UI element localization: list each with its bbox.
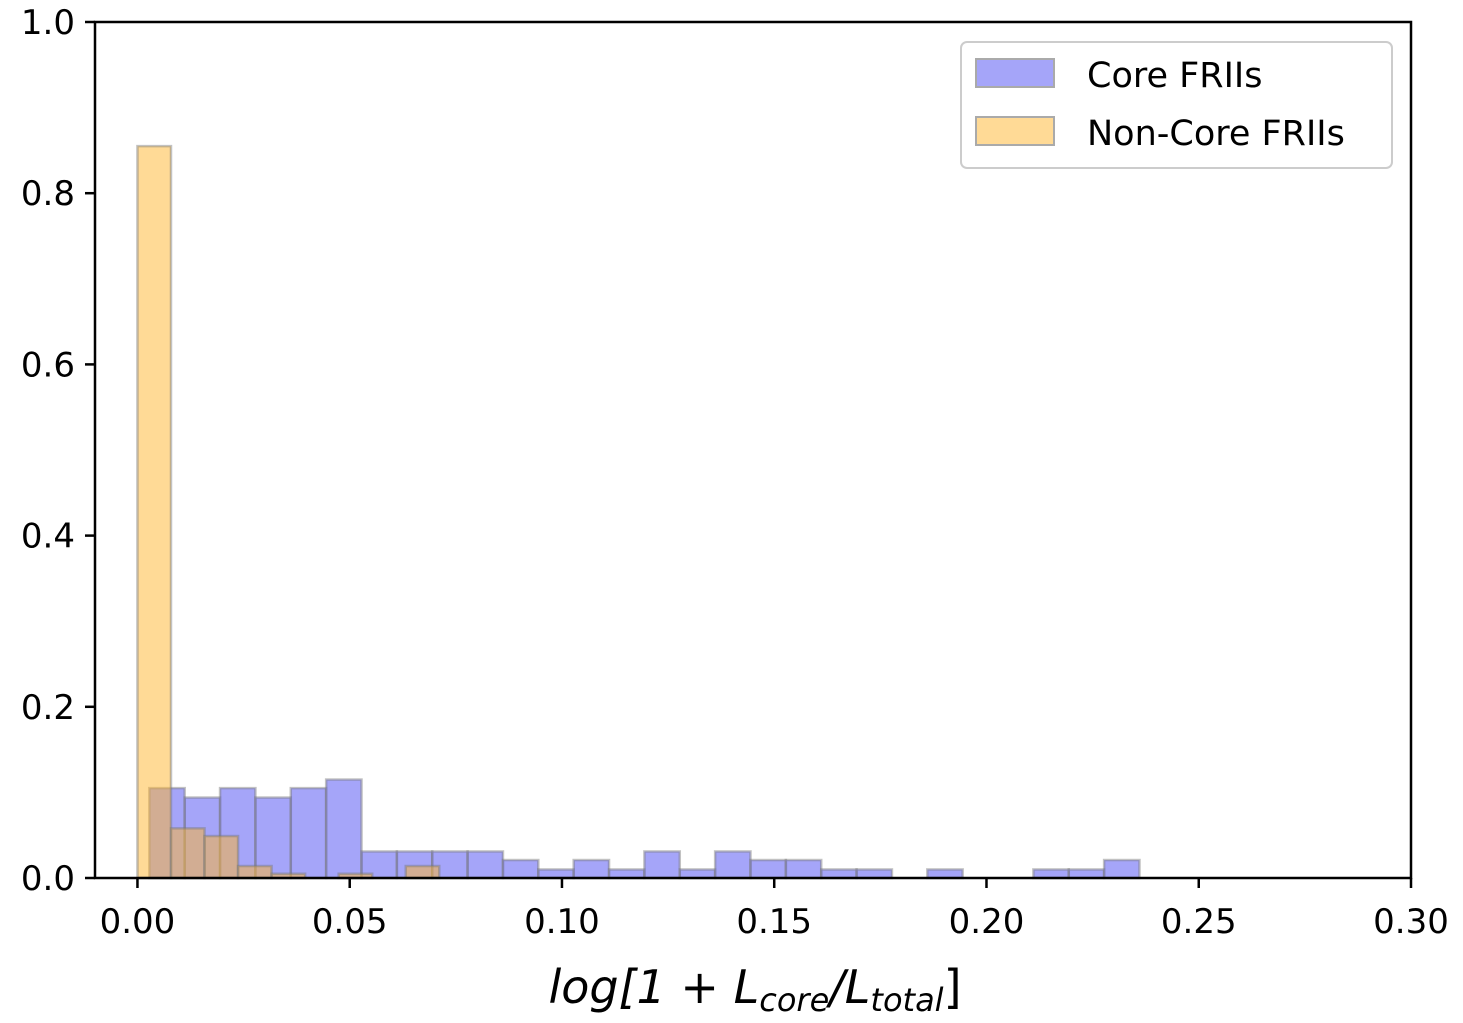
legend: Core FRIIs Non-Core FRIIs bbox=[960, 41, 1393, 169]
histogram-bar bbox=[1102, 858, 1141, 880]
y-tick-label: 0.6 bbox=[21, 345, 75, 385]
legend-swatch-core bbox=[975, 58, 1055, 88]
histogram-bar bbox=[136, 144, 173, 880]
histogram-bar bbox=[466, 850, 505, 880]
x-tick-label: 0.05 bbox=[312, 902, 388, 942]
histogram-bar bbox=[404, 864, 441, 880]
histogram-bar bbox=[784, 858, 823, 880]
histogram-bar bbox=[572, 858, 611, 880]
x-tick-label: 0.10 bbox=[524, 902, 600, 942]
histogram-bar bbox=[749, 858, 788, 880]
histogram-bar bbox=[537, 868, 575, 880]
histogram-bar bbox=[678, 868, 717, 880]
y-tick-label: 0.4 bbox=[21, 517, 75, 557]
legend-swatch-non-core bbox=[975, 116, 1055, 146]
histogram-bar bbox=[926, 868, 964, 880]
histogram-bar bbox=[855, 868, 894, 880]
histogram-bar bbox=[1067, 868, 1106, 880]
histogram-bar bbox=[713, 850, 752, 880]
legend-label-core: Core FRIIs bbox=[1087, 56, 1262, 96]
non-core-friis-bars bbox=[136, 144, 441, 880]
histogram-bar bbox=[501, 858, 540, 880]
histogram-bar bbox=[1032, 868, 1071, 880]
y-tick-label: 0.8 bbox=[21, 174, 75, 214]
x-tick-label: 0.25 bbox=[1161, 902, 1237, 942]
y-axis-ticks: 0.0 0.2 0.4 0.6 0.8 1.0 bbox=[21, 3, 95, 899]
histogram-bar bbox=[607, 868, 646, 880]
histogram-bar bbox=[324, 778, 363, 880]
histogram-bar bbox=[169, 827, 206, 880]
x-axis-label: log[1 + Lcore/Ltotal] bbox=[548, 960, 961, 1019]
histogram-bar bbox=[289, 786, 328, 880]
histogram-bar bbox=[203, 834, 240, 880]
histogram-bar bbox=[643, 850, 682, 880]
core-friis-bars bbox=[148, 778, 1141, 880]
x-tick-label: 0.00 bbox=[100, 902, 176, 942]
x-tick-label: 0.20 bbox=[949, 902, 1025, 942]
y-tick-label: 1.0 bbox=[21, 3, 75, 43]
x-tick-label: 0.30 bbox=[1373, 902, 1449, 942]
y-tick-label: 0.2 bbox=[21, 688, 75, 728]
x-tick-label: 0.15 bbox=[736, 902, 812, 942]
plot-frame bbox=[93, 20, 1413, 880]
legend-label-non-core: Non-Core FRIIs bbox=[1087, 114, 1345, 154]
x-axis-ticks: 0.00 0.05 0.10 0.15 0.20 0.25 0.30 bbox=[100, 878, 1449, 942]
histogram-bar bbox=[819, 868, 858, 880]
y-tick-label: 0.0 bbox=[21, 859, 75, 899]
histogram-bar bbox=[236, 864, 273, 880]
